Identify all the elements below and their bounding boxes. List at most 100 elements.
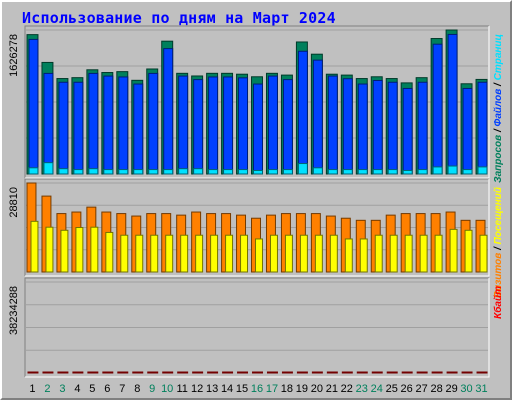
bar-top-Файлов-day-20 — [312, 59, 323, 175]
day-label-9: 9 — [149, 383, 155, 395]
bar-bottom-Кбайт-day-16 — [252, 371, 263, 374]
legend-segment: Кбайт — [492, 286, 504, 319]
bar-top-Страниц-day-12 — [193, 168, 204, 175]
day-label-28: 28 — [430, 383, 442, 395]
bar-top-Страниц-day-25 — [387, 169, 398, 175]
bar-top-Файлов-day-22 — [342, 78, 353, 175]
bar-bottom-Кбайт-day-21 — [326, 371, 338, 374]
bar-top-Файлов-day-12 — [193, 79, 204, 175]
bar-top-Файлов-day-8 — [133, 83, 144, 175]
bar-middle-Посещений-day-6 — [105, 231, 114, 273]
day-label-31: 31 — [475, 383, 487, 395]
bar-top-Файлов-day-3 — [58, 81, 69, 175]
bar-top-Страниц-day-26 — [402, 169, 413, 175]
bar-bottom-Кбайт-day-14 — [222, 371, 234, 374]
bar-top-Файлов-day-14 — [223, 76, 234, 175]
bar-bottom-Кбайт-day-24 — [371, 371, 383, 374]
bar-bottom-Кбайт-day-12 — [192, 371, 204, 374]
legend-segment: Страниц — [493, 34, 504, 80]
bar-top-Страниц-day-15 — [238, 169, 249, 175]
day-label-13: 13 — [206, 383, 218, 395]
bar-middle-Посещений-day-16 — [255, 238, 263, 273]
bar-bottom-Кбайт-day-25 — [386, 371, 398, 374]
bar-bottom-Кбайт-day-10 — [162, 371, 174, 374]
bar-top-Страниц-day-31 — [477, 166, 488, 175]
bar-top-Страниц-day-7 — [118, 169, 129, 175]
bar-top-Файлов-day-10 — [163, 48, 174, 175]
chart-title: Использование по дням на Март 2024 — [22, 9, 336, 27]
day-label-7: 7 — [119, 383, 125, 395]
legend-segment: Посещений — [493, 187, 504, 244]
bar-bottom-Кбайт-day-5 — [87, 371, 99, 374]
panel-top-legend: Запросов / Файлов / Страниц — [493, 34, 504, 183]
bar-middle-Посещений-day-1 — [30, 220, 39, 273]
bar-top-Страниц-day-30 — [462, 169, 473, 175]
bar-middle-Посещений-day-4 — [75, 227, 84, 273]
day-label-19: 19 — [296, 383, 308, 395]
bar-top-Страниц-day-16 — [253, 169, 263, 175]
bar-top-Файлов-day-1 — [28, 38, 39, 175]
day-label-20: 20 — [311, 383, 323, 395]
day-label-27: 27 — [416, 383, 428, 395]
bar-bottom-Кбайт-day-27 — [416, 371, 428, 374]
panel-middle-border-top — [24, 178, 489, 276]
bar-bottom-Кбайт-day-31 — [476, 371, 488, 374]
bar-bottom-Кбайт-day-18 — [281, 371, 293, 374]
panel-bottom-border-top — [24, 277, 489, 377]
bar-middle-Посещений-day-20 — [314, 234, 323, 273]
bar-bottom-Кбайт-day-23 — [356, 371, 368, 374]
panel-middle-legend: Визитов / Посещений — [493, 187, 504, 298]
day-label-30: 30 — [460, 383, 472, 395]
day-label-22: 22 — [341, 383, 353, 395]
bar-bottom-Кбайт-day-17 — [266, 371, 278, 374]
bar-top-Страниц-day-8 — [133, 169, 144, 175]
bar-top-Файлов-day-30 — [462, 87, 473, 175]
bar-bottom-Кбайт-day-3 — [57, 371, 69, 374]
bar-top-Страниц-day-23 — [357, 169, 368, 175]
bar-top-Страниц-day-19 — [297, 163, 308, 175]
bar-top-Файлов-day-25 — [387, 81, 398, 175]
bar-top-Страниц-day-2 — [43, 162, 54, 175]
day-label-24: 24 — [371, 383, 383, 395]
bar-top-Страниц-day-14 — [223, 169, 234, 175]
bar-top-Файлов-day-28 — [432, 43, 443, 175]
bar-middle-Посещений-day-24 — [374, 234, 383, 273]
bar-top-Файлов-day-24 — [372, 79, 383, 175]
bar-bottom-Кбайт-day-20 — [311, 371, 323, 374]
bar-middle-Посещений-day-5 — [90, 226, 99, 273]
day-label-26: 26 — [401, 383, 413, 395]
bar-top-Страниц-day-18 — [282, 169, 293, 175]
bar-top-Файлов-day-16 — [253, 83, 263, 175]
bar-top-Страниц-day-28 — [432, 166, 443, 175]
day-label-3: 3 — [59, 383, 65, 395]
bar-top-Файлов-day-15 — [238, 77, 249, 175]
bar-middle-Посещений-day-12 — [195, 234, 204, 273]
bar-middle-Посещений-day-10 — [165, 234, 174, 273]
day-label-6: 6 — [104, 383, 110, 395]
day-label-11: 11 — [176, 383, 187, 395]
bar-top-Страниц-day-27 — [417, 169, 428, 175]
bar-bottom-Кбайт-day-30 — [461, 371, 473, 374]
bar-middle-Посещений-day-21 — [329, 234, 338, 273]
panel-bottom-border-bottom — [25, 278, 490, 378]
day-label-25: 25 — [386, 383, 398, 395]
bar-top-Страниц-day-22 — [342, 169, 353, 175]
bar-middle-Посещений-day-31 — [479, 234, 488, 273]
bar-bottom-Кбайт-day-19 — [296, 371, 308, 374]
bar-middle-Посещений-day-25 — [389, 234, 398, 273]
bar-bottom-Кбайт-day-15 — [237, 371, 249, 374]
bar-top-Файлов-day-2 — [43, 72, 54, 175]
bar-top-Страниц-day-13 — [208, 169, 219, 175]
bar-middle-Посещений-day-15 — [240, 234, 249, 273]
bar-middle-Посещений-day-23 — [359, 238, 368, 273]
bar-top-Файлов-day-23 — [357, 83, 368, 175]
day-label-8: 8 — [134, 383, 140, 395]
bar-bottom-Кбайт-day-6 — [102, 371, 114, 374]
bar-bottom-Кбайт-day-2 — [42, 371, 54, 374]
bar-middle-Посещений-day-26 — [404, 234, 413, 273]
day-label-10: 10 — [161, 383, 173, 395]
bar-top-Страниц-day-1 — [28, 167, 39, 175]
bar-middle-Посещений-day-18 — [284, 234, 293, 273]
